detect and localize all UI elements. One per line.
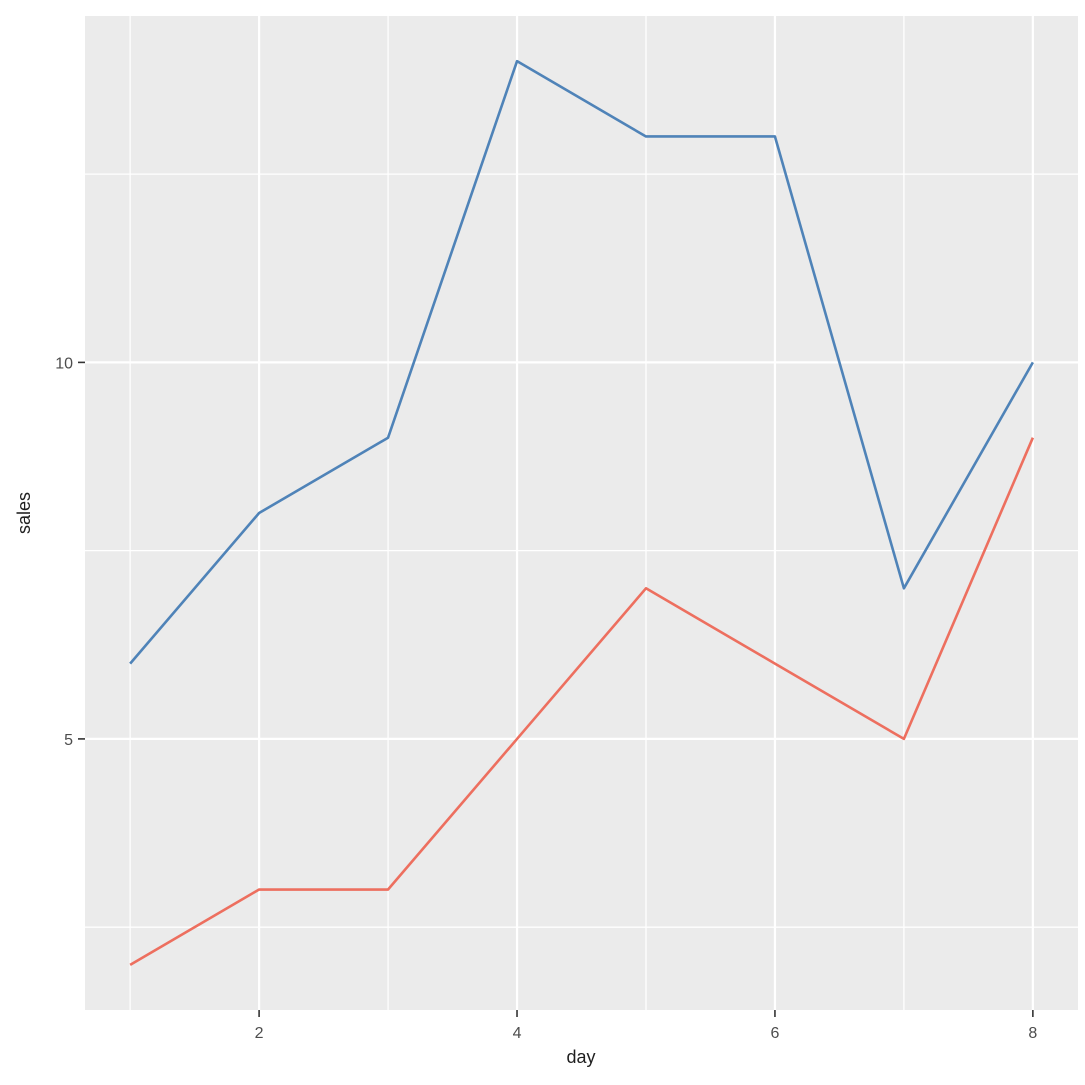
red-series-line (129, 437, 1035, 966)
axis-ticks (78, 361, 1034, 1017)
x-axis-tick-label-4: 4 (513, 1025, 522, 1042)
blue-series-line (129, 59, 1034, 665)
y-axis-title: sales (14, 492, 34, 534)
x-axis-tick-label-6: 6 (770, 1025, 779, 1042)
x-axis-tick-label-8: 8 (1028, 1025, 1037, 1042)
axis-tick-labels: 2 4 6 8 5 10 (55, 355, 1037, 1042)
y-axis-tick-label-5: 5 (64, 732, 73, 749)
plot-panel-background (85, 16, 1078, 1010)
plot-panel-layer (85, 16, 1078, 1010)
minor-gridlines (85, 16, 1078, 1010)
x-axis-tick-label-2: 2 (255, 1025, 264, 1042)
y-axis-tick-label-10: 10 (55, 355, 73, 372)
data-series-layer (129, 59, 1035, 966)
x-axis-title: day (566, 1047, 595, 1067)
major-gridlines (85, 16, 1078, 1010)
